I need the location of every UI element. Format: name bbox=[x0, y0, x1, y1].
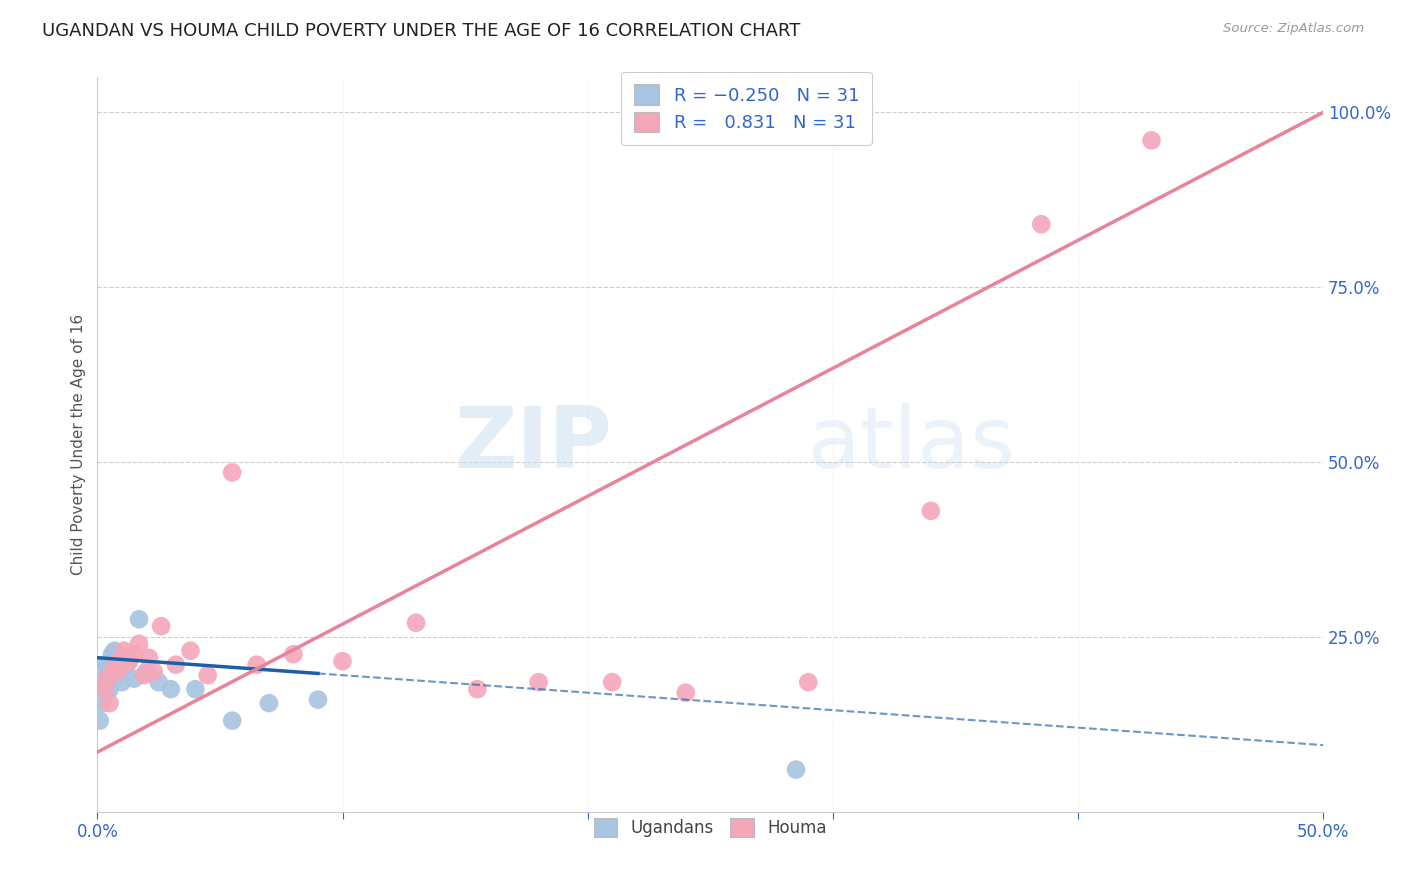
Point bbox=[118, 654, 141, 668]
Point bbox=[122, 672, 145, 686]
Point bbox=[135, 665, 157, 679]
Point bbox=[920, 504, 942, 518]
Point bbox=[197, 668, 219, 682]
Point bbox=[105, 668, 128, 682]
Point bbox=[128, 612, 150, 626]
Point bbox=[283, 647, 305, 661]
Point bbox=[467, 682, 489, 697]
Point bbox=[165, 657, 187, 672]
Point bbox=[221, 466, 243, 480]
Text: Source: ZipAtlas.com: Source: ZipAtlas.com bbox=[1223, 22, 1364, 36]
Point bbox=[132, 668, 155, 682]
Point bbox=[111, 654, 134, 668]
Point bbox=[332, 654, 354, 668]
Point bbox=[1031, 217, 1053, 231]
Point bbox=[246, 657, 269, 672]
Point bbox=[184, 682, 207, 697]
Point bbox=[1140, 133, 1163, 147]
Point bbox=[150, 619, 173, 633]
Point bbox=[101, 661, 124, 675]
Point bbox=[122, 647, 145, 661]
Point bbox=[93, 682, 115, 697]
Point bbox=[93, 672, 115, 686]
Point bbox=[108, 654, 131, 668]
Point bbox=[128, 637, 150, 651]
Point bbox=[405, 615, 427, 630]
Point bbox=[96, 675, 118, 690]
Point bbox=[148, 675, 170, 690]
Point bbox=[105, 665, 128, 679]
Text: UGANDAN VS HOUMA CHILD POVERTY UNDER THE AGE OF 16 CORRELATION CHART: UGANDAN VS HOUMA CHILD POVERTY UNDER THE… bbox=[42, 22, 800, 40]
Point bbox=[675, 686, 697, 700]
Point bbox=[96, 657, 118, 672]
Point bbox=[108, 665, 131, 679]
Point bbox=[103, 661, 125, 675]
Point bbox=[600, 675, 623, 690]
Point bbox=[91, 682, 114, 697]
Point bbox=[98, 696, 121, 710]
Point bbox=[103, 654, 125, 668]
Point bbox=[96, 672, 118, 686]
Legend: Ugandans, Houma: Ugandans, Houma bbox=[588, 811, 834, 844]
Point bbox=[118, 650, 141, 665]
Point bbox=[221, 714, 243, 728]
Point bbox=[98, 682, 121, 697]
Text: atlas: atlas bbox=[808, 403, 1017, 486]
Point bbox=[142, 665, 165, 679]
Point bbox=[257, 696, 280, 710]
Point bbox=[138, 650, 160, 665]
Point bbox=[112, 644, 135, 658]
Point bbox=[105, 654, 128, 668]
Point bbox=[98, 665, 121, 679]
Point bbox=[111, 657, 134, 672]
Point bbox=[103, 644, 125, 658]
Text: ZIP: ZIP bbox=[454, 403, 612, 486]
Point bbox=[89, 714, 111, 728]
Y-axis label: Child Poverty Under the Age of 16: Child Poverty Under the Age of 16 bbox=[72, 314, 86, 575]
Point bbox=[101, 647, 124, 661]
Point bbox=[91, 696, 114, 710]
Point bbox=[160, 682, 183, 697]
Point bbox=[307, 692, 329, 706]
Point bbox=[93, 657, 115, 672]
Point bbox=[111, 675, 134, 690]
Point bbox=[527, 675, 550, 690]
Point bbox=[179, 644, 201, 658]
Point bbox=[797, 675, 820, 690]
Point bbox=[112, 654, 135, 668]
Point bbox=[115, 657, 138, 672]
Point bbox=[785, 763, 807, 777]
